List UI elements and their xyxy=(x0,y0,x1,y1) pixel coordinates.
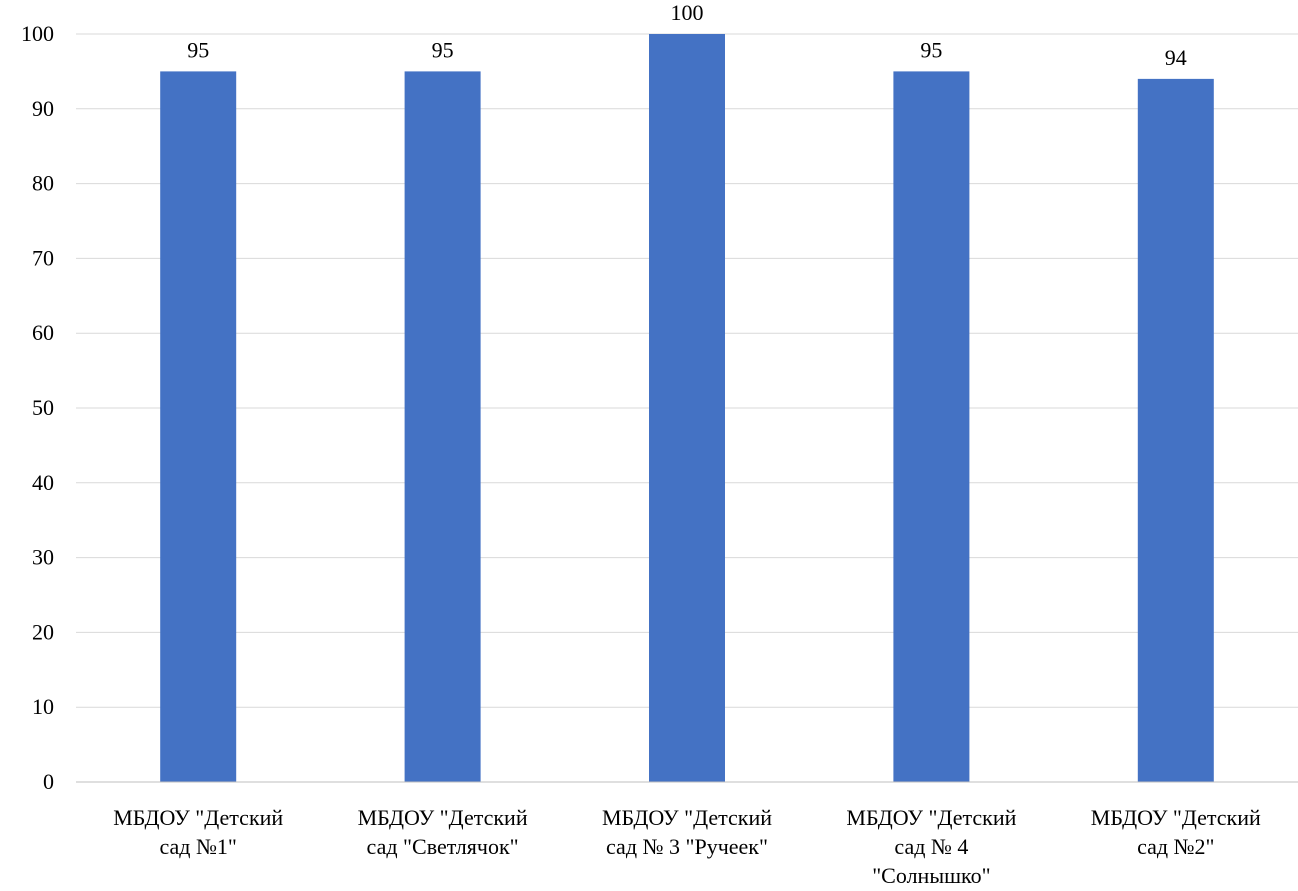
y-tick-label: 90 xyxy=(32,96,54,121)
data-label: 95 xyxy=(432,37,454,62)
y-tick-label: 30 xyxy=(32,545,54,570)
category-label-line: "Солнышко" xyxy=(872,863,990,888)
data-label: 95 xyxy=(187,37,209,62)
y-tick-label: 70 xyxy=(32,245,54,270)
y-tick-label: 40 xyxy=(32,470,54,495)
bar xyxy=(404,71,481,782)
y-tick-label: 0 xyxy=(43,769,54,794)
y-tick-label: 20 xyxy=(32,619,54,644)
y-tick-label: 60 xyxy=(32,320,54,345)
bar xyxy=(1137,78,1214,782)
data-labels: 95 95 100 95 94 xyxy=(187,0,1187,70)
bar xyxy=(893,71,970,782)
category-label-line: МБДОУ "Детский xyxy=(602,805,772,830)
y-tick-label: 80 xyxy=(32,171,54,196)
category-label: МБДОУ "Детский сад № 3 "Ручеек" xyxy=(602,805,772,859)
category-label-line: МБДОУ "Детский xyxy=(358,805,528,830)
category-label: МБДОУ "Детский сад "Светлячок" xyxy=(358,805,528,859)
category-label-line: МБДОУ "Детский xyxy=(846,805,1016,830)
category-label: МБДОУ "Детский сад №1" xyxy=(113,805,283,859)
category-label-line: МБДОУ "Детский xyxy=(113,805,283,830)
category-label-line: сад №1" xyxy=(159,834,236,859)
data-label: 100 xyxy=(671,0,704,25)
x-axis: МБДОУ "Детский сад №1" МБДОУ "Детский сад "… xyxy=(76,781,1298,888)
category-label: МБДОУ "Детский сад № 4 "Солнышко" xyxy=(846,805,1016,888)
category-label-line: МБДОУ "Детский xyxy=(1091,805,1261,830)
y-tick-label: 10 xyxy=(32,694,54,719)
y-tick-label: 50 xyxy=(32,395,54,420)
bar xyxy=(160,71,237,782)
category-label-line: сад № 3 "Ручеек" xyxy=(606,834,768,859)
data-label: 95 xyxy=(920,37,942,62)
bars xyxy=(160,34,1214,782)
category-label-line: сад №2" xyxy=(1137,834,1214,859)
category-label-line: сад "Светлячок" xyxy=(367,834,519,859)
bar xyxy=(649,34,725,782)
category-label: МБДОУ "Детский сад №2" xyxy=(1091,805,1261,859)
y-tick-label: 100 xyxy=(21,21,54,46)
y-axis: 0 10 20 30 40 50 60 70 80 90 100 xyxy=(21,21,54,794)
category-label-line: сад № 4 xyxy=(894,834,968,859)
data-label: 94 xyxy=(1165,45,1187,70)
